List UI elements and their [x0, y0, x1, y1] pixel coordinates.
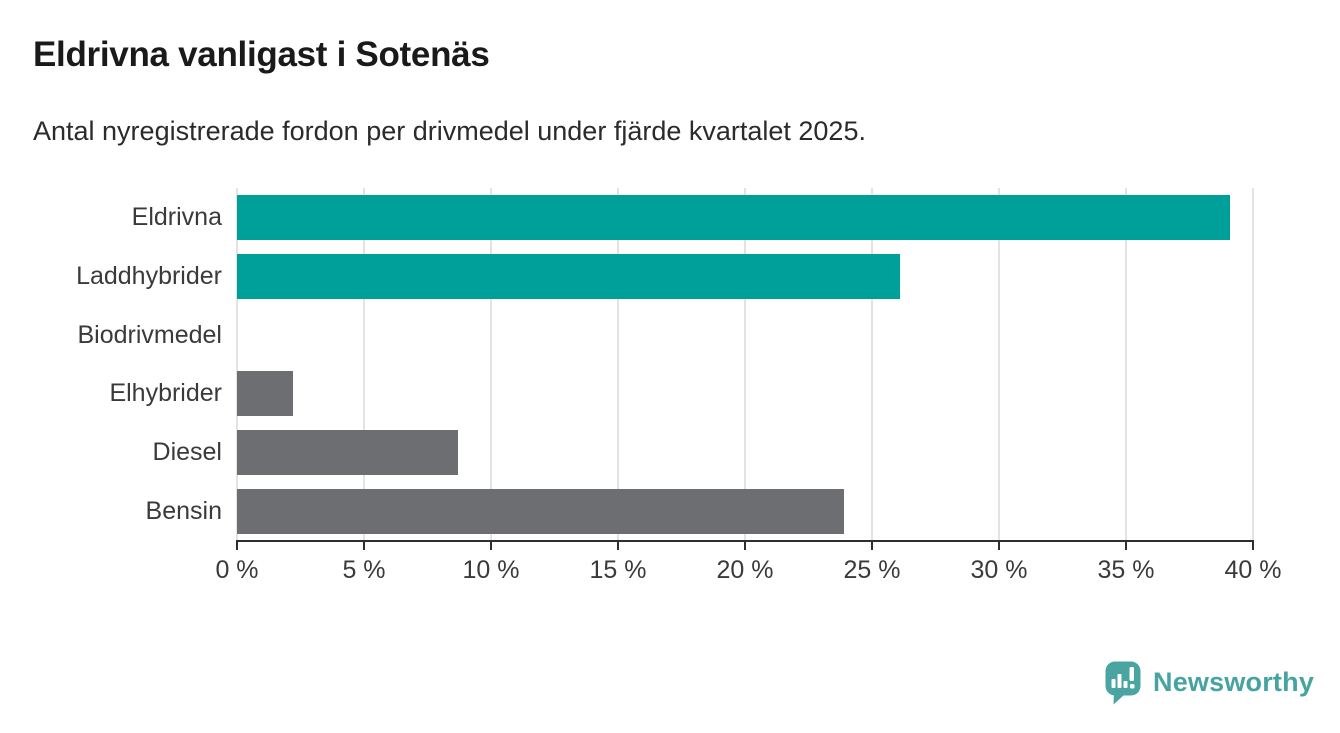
x-axis-tick-label: 25 %: [843, 556, 901, 584]
x-axis-tick: [1125, 542, 1127, 550]
newsworthy-bubble-chart-icon: [1105, 661, 1141, 704]
bar-eldrivna: [237, 194, 1231, 240]
x-axis-tick-label: 10 %: [462, 556, 520, 584]
category-label: Eldrivna: [131, 202, 222, 231]
gridline: [1125, 188, 1127, 540]
x-axis-tick: [871, 542, 873, 550]
bar-diesel: [237, 430, 458, 476]
bar-elhybrider: [237, 371, 293, 417]
x-axis-tick: [236, 542, 238, 550]
x-axis-tick-label: 5 %: [342, 556, 386, 584]
gridline: [363, 188, 365, 540]
x-axis-tick: [1252, 542, 1254, 550]
category-label: Laddhybrider: [76, 261, 222, 290]
x-axis-tick: [617, 542, 619, 550]
x-axis-tick-label: 20 %: [716, 556, 774, 584]
newsworthy-logo: Newsworthy: [1103, 659, 1314, 705]
x-axis-tick: [744, 542, 746, 550]
gridline: [617, 188, 619, 540]
gridline: [744, 188, 746, 540]
chart-subtitle: Antal nyregistrerade fordon per drivmede…: [33, 116, 866, 146]
chart-title: Eldrivna vanligast i Sotenäs: [33, 35, 490, 74]
category-label: Biodrivmedel: [77, 320, 222, 349]
category-label: Diesel: [152, 438, 222, 467]
x-axis-tick: [363, 542, 365, 550]
category-label: Bensin: [145, 497, 222, 526]
x-axis-tick-label: 15 %: [589, 556, 647, 584]
x-axis-line: [236, 540, 1254, 542]
x-axis-tick-label: 0 %: [215, 556, 259, 584]
x-axis-tick-label: 30 %: [970, 556, 1028, 584]
gridline: [998, 188, 1000, 540]
gridline: [871, 188, 873, 540]
x-axis-tick: [998, 542, 1000, 550]
x-axis-tick: [490, 542, 492, 550]
category-label: Elhybrider: [109, 379, 222, 408]
x-axis-tick-label: 40 %: [1224, 556, 1282, 584]
bar-laddhybrider: [237, 253, 900, 299]
newsworthy-wordmark: Newsworthy: [1153, 666, 1315, 697]
bar-bensin: [237, 489, 845, 535]
x-axis-tick-label: 35 %: [1097, 556, 1155, 584]
gridline: [1252, 188, 1254, 540]
gridline: [490, 188, 492, 540]
gridline: [236, 188, 238, 540]
